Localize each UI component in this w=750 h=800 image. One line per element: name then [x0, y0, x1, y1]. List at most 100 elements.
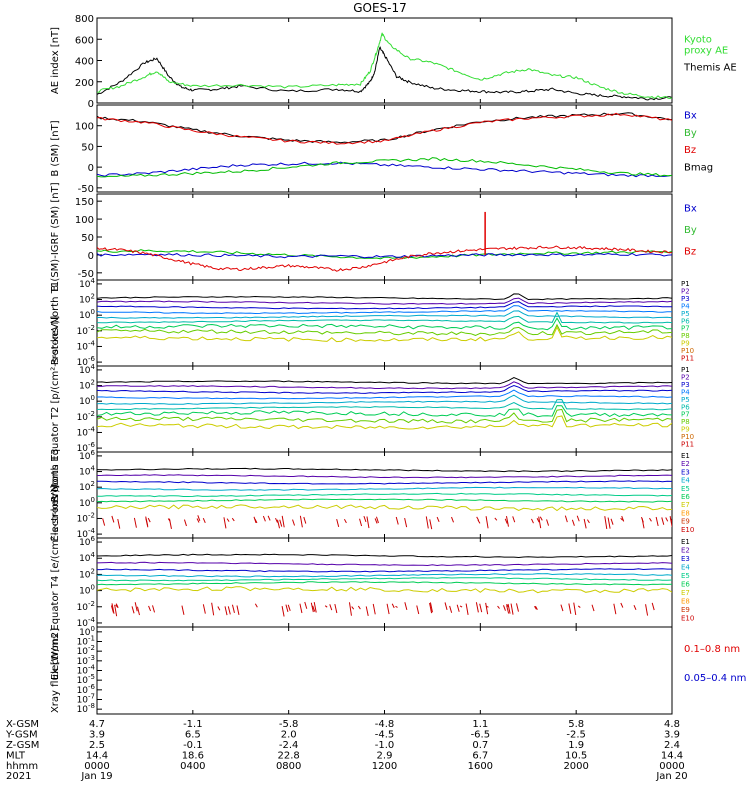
series-bx: [97, 161, 672, 178]
y-tick-label: 150: [75, 197, 94, 208]
axis-value: 1200: [372, 761, 397, 772]
channel-e7: [97, 586, 672, 594]
legend-entry: E1: [681, 538, 690, 546]
y-tick-label: 100: [79, 625, 95, 638]
y-tick-label: 0: [88, 99, 94, 110]
channel-p3: [97, 301, 672, 310]
noise-mark: [217, 606, 221, 611]
noise-mark: [425, 516, 429, 529]
noise-mark: [253, 516, 257, 524]
axis-value: 0400: [180, 761, 205, 772]
panel-e1: 106 104 102 100 10-2 10-4 Electrons North T3 E1…: [50, 448, 694, 541]
channel-e6: [97, 498, 672, 503]
series-kyoto-proxy-ae: [97, 32, 672, 100]
legend-entry: E7: [681, 589, 690, 597]
noise-mark: [226, 518, 230, 522]
noise-mark: [231, 604, 235, 614]
channel-e4: [97, 486, 672, 491]
noise-mark: [459, 605, 463, 608]
legend-entry: Bz: [684, 145, 696, 156]
axis-row-label: MLT: [6, 751, 26, 762]
noise-mark: [641, 517, 645, 529]
axis-value: 6.5: [185, 730, 201, 741]
y-tick-label: 104: [79, 363, 95, 376]
axis-value: 0000: [659, 761, 684, 772]
channel-p8: [97, 408, 672, 424]
panel-bsm: 100 50 0 -50 B (SM) [nT] Bx By Bz Bmag: [50, 104, 713, 195]
legend-entry: E9: [681, 518, 690, 526]
y-tick-label: 10-7: [77, 693, 95, 706]
series-bx: [97, 252, 672, 259]
y-tick-label: 10-2: [77, 644, 95, 657]
y-tick-label: 102: [79, 480, 95, 493]
noise-mark: [196, 518, 200, 523]
noise-mark: [485, 602, 489, 615]
axis-value: 14.4: [86, 751, 108, 762]
legend-entry: P9: [681, 426, 690, 434]
panel-bdiff: 150 100 50 0 -50 B (SM)-IGRF (SM) [nT] Bx By Bz: [50, 182, 697, 291]
noise-mark: [429, 519, 433, 530]
channel-e4: [97, 573, 672, 578]
noise-mark: [148, 605, 152, 612]
series-by: [97, 249, 672, 260]
axis-row-label: X-GSM: [6, 719, 39, 730]
y-tick-label: 10-2: [77, 511, 95, 524]
noise-mark: [224, 606, 228, 616]
noise-mark: [583, 518, 587, 529]
noise-mark: [604, 516, 608, 529]
noise-mark: [503, 605, 506, 611]
legend-entry: P5: [681, 396, 690, 404]
noise-mark: [395, 605, 398, 608]
noise-mark: [620, 602, 624, 608]
y-tick-label: 100: [79, 308, 95, 321]
axis-value: 1.9: [568, 740, 584, 751]
channel-e6: [97, 581, 672, 586]
panel-e2: 106 104 102 100 10-2 10-4 Electrons Equator T4…: [50, 485, 694, 680]
noise-mark: [665, 517, 669, 522]
noise-mark: [534, 605, 537, 610]
noise-mark: [651, 602, 655, 611]
series-by: [97, 157, 672, 178]
channel-p5: [97, 310, 672, 319]
legend-entry: E1: [681, 452, 690, 460]
year-label: 2021: [6, 771, 31, 782]
channel-p9: [97, 326, 672, 343]
y-tick-label: 100: [75, 215, 94, 226]
noise-mark: [607, 517, 611, 529]
noise-mark: [486, 605, 489, 608]
noise-mark: [633, 604, 637, 610]
noise-mark: [497, 605, 500, 609]
axis-value: -5.8: [279, 719, 299, 730]
legend-entry: E2: [681, 460, 690, 468]
noise-mark: [404, 602, 408, 610]
y-tick-label: 400: [75, 57, 94, 68]
noise-mark: [404, 517, 408, 528]
noise-mark: [287, 604, 291, 611]
legend-entry: Bz: [684, 247, 696, 258]
noise-mark: [114, 604, 118, 617]
noise-mark: [181, 605, 185, 615]
y-tick-label: -50: [78, 184, 94, 195]
noise-mark: [479, 603, 483, 613]
noise-mark: [334, 603, 338, 614]
noise-mark: [475, 602, 479, 613]
legend-entry: E4: [681, 477, 690, 485]
legend-entry: P3: [681, 381, 690, 389]
noise-mark: [451, 516, 454, 523]
noise-mark: [372, 603, 376, 615]
noise-mark: [359, 518, 363, 527]
noise-mark: [262, 515, 266, 522]
y-tick-label: 10-4: [77, 425, 96, 438]
noise-mark: [147, 517, 151, 523]
noise-mark: [560, 604, 564, 612]
noise-mark: [277, 519, 280, 529]
axis-value: 4.8: [664, 719, 680, 730]
y-tick-label: 10-4: [77, 616, 96, 629]
y-tick-label: 10-8: [77, 702, 95, 715]
legend-entry: P4: [681, 302, 690, 310]
noise-mark: [343, 518, 347, 524]
channel-e3: [97, 480, 672, 485]
legend-entry: E3: [681, 555, 690, 563]
